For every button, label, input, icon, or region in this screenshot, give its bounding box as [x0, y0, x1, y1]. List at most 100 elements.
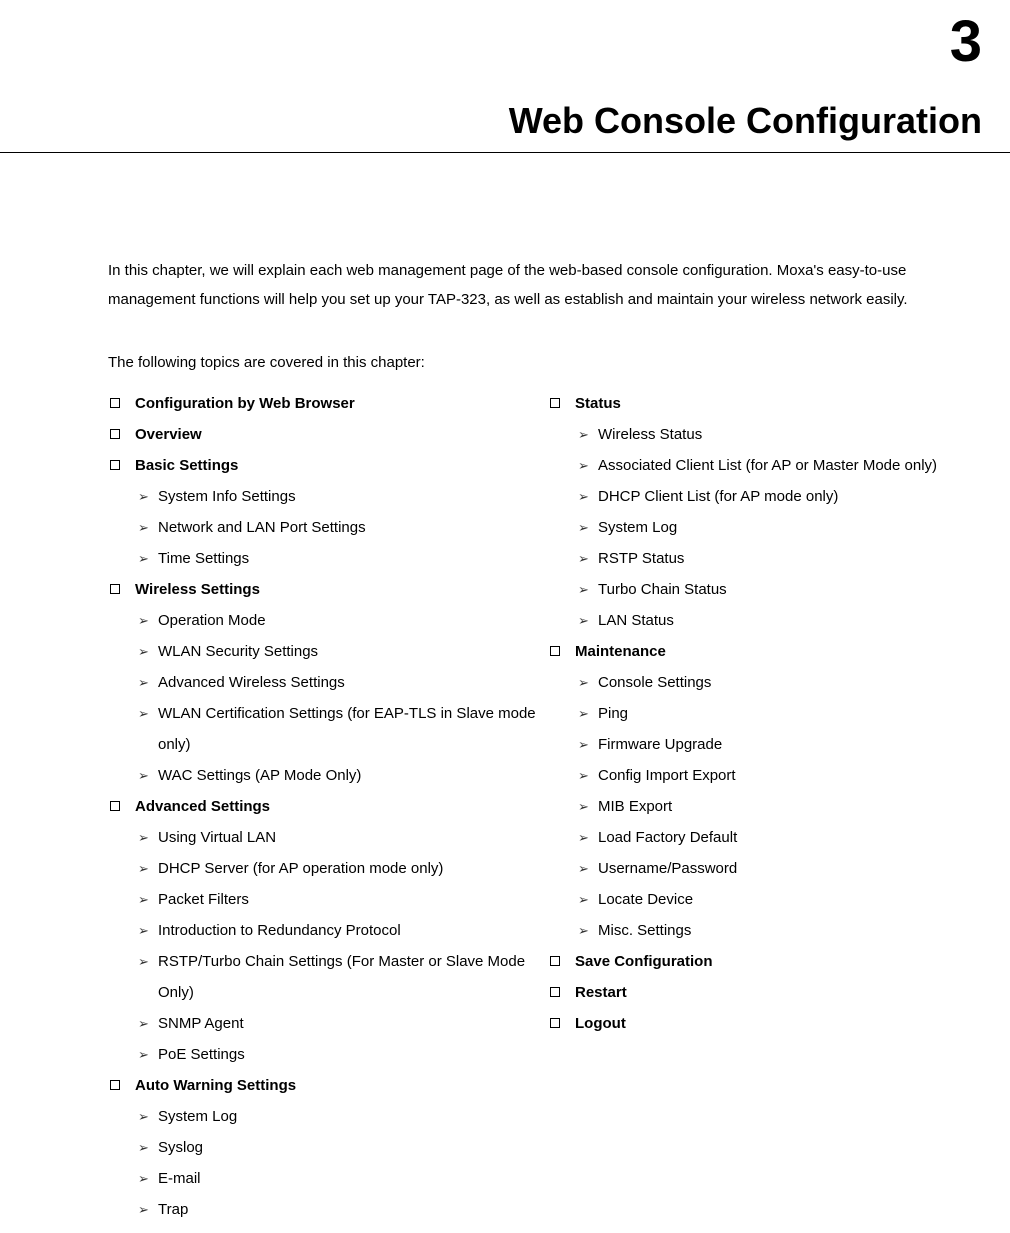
- toc-subitem-label: Network and LAN Port Settings: [158, 512, 548, 543]
- toc-section-label: Advanced Settings: [135, 791, 270, 822]
- square-bullet-icon: [110, 460, 120, 470]
- toc-subitem: ➢System Log: [548, 512, 988, 543]
- toc-subitem: ➢RSTP Status: [548, 543, 988, 574]
- toc-subitem-label: MIB Export: [598, 791, 988, 822]
- toc-subitem: ➢Network and LAN Port Settings: [108, 512, 548, 543]
- toc-section: Status: [548, 388, 988, 419]
- arrow-bullet-icon: ➢: [578, 605, 596, 636]
- toc-subitem-label: Ping: [598, 698, 988, 729]
- toc-section: Configuration by Web Browser: [108, 388, 548, 419]
- toc-section: Auto Warning Settings: [108, 1070, 548, 1101]
- arrow-bullet-icon: ➢: [138, 667, 156, 698]
- square-bullet-icon: [110, 1080, 120, 1090]
- toc-subitem: ➢RSTP/Turbo Chain Settings (For Master o…: [108, 946, 548, 1008]
- toc-subitem: ➢Time Settings: [108, 543, 548, 574]
- topics-intro: The following topics are covered in this…: [108, 354, 988, 371]
- toc-section: Logout: [548, 1008, 988, 1039]
- toc-subitem: ➢Ping: [548, 698, 988, 729]
- toc-subitem-label: RSTP/Turbo Chain Settings (For Master or…: [158, 946, 548, 1008]
- square-bullet-icon: [550, 987, 560, 997]
- toc-subitem: ➢LAN Status: [548, 605, 988, 636]
- square-bullet-icon: [110, 801, 120, 811]
- toc-subitem-label: Packet Filters: [158, 884, 548, 915]
- toc-subitem: ➢Load Factory Default: [548, 822, 988, 853]
- toc-section: Advanced Settings: [108, 791, 548, 822]
- toc-subitem-label: Syslog: [158, 1132, 548, 1163]
- toc-section: Wireless Settings: [108, 574, 548, 605]
- title-rule: [0, 152, 1010, 153]
- arrow-bullet-icon: ➢: [578, 667, 596, 698]
- arrow-bullet-icon: ➢: [138, 698, 156, 729]
- toc-subitem-label: WLAN Certification Settings (for EAP-TLS…: [158, 698, 548, 760]
- toc-subitem-label: Firmware Upgrade: [598, 729, 988, 760]
- toc-section-label: Status: [575, 388, 621, 419]
- arrow-bullet-icon: ➢: [138, 481, 156, 512]
- toc-section: Restart: [548, 977, 988, 1008]
- toc-subitem: ➢DHCP Client List (for AP mode only): [548, 481, 988, 512]
- square-bullet-icon: [110, 584, 120, 594]
- toc-section: Overview: [108, 419, 548, 450]
- toc-subitem-label: RSTP Status: [598, 543, 988, 574]
- square-bullet-icon: [110, 398, 120, 408]
- toc-subitem: ➢Console Settings: [548, 667, 988, 698]
- toc-subitem: ➢Locate Device: [548, 884, 988, 915]
- square-bullet-icon: [110, 429, 120, 439]
- toc-subitem-label: Trap: [158, 1194, 548, 1225]
- toc-subitem: ➢WAC Settings (AP Mode Only): [108, 760, 548, 791]
- arrow-bullet-icon: ➢: [578, 543, 596, 574]
- arrow-bullet-icon: ➢: [578, 450, 596, 481]
- toc-subitem-label: System Log: [598, 512, 988, 543]
- toc-subitem-label: LAN Status: [598, 605, 988, 636]
- toc-subitem: ➢Config Import Export: [548, 760, 988, 791]
- toc-subitem-label: Introduction to Redundancy Protocol: [158, 915, 548, 946]
- arrow-bullet-icon: ➢: [138, 636, 156, 667]
- toc-subitem: ➢Advanced Wireless Settings: [108, 667, 548, 698]
- toc-subitem: ➢Using Virtual LAN: [108, 822, 548, 853]
- toc-subitem-label: WAC Settings (AP Mode Only): [158, 760, 548, 791]
- arrow-bullet-icon: ➢: [138, 1194, 156, 1225]
- toc-subitem: ➢PoE Settings: [108, 1039, 548, 1070]
- toc-subitem-label: Console Settings: [598, 667, 988, 698]
- arrow-bullet-icon: ➢: [578, 512, 596, 543]
- arrow-bullet-icon: ➢: [578, 915, 596, 946]
- square-bullet-icon: [550, 956, 560, 966]
- toc-section-label: Maintenance: [575, 636, 666, 667]
- toc-section: Save Configuration: [548, 946, 988, 977]
- toc-section-label: Basic Settings: [135, 450, 238, 481]
- toc-subitem: ➢DHCP Server (for AP operation mode only…: [108, 853, 548, 884]
- toc-section-label: Wireless Settings: [135, 574, 260, 605]
- toc-subitem-label: Misc. Settings: [598, 915, 988, 946]
- toc-subitem-label: DHCP Server (for AP operation mode only): [158, 853, 548, 884]
- arrow-bullet-icon: ➢: [578, 791, 596, 822]
- toc-subitem: ➢Packet Filters: [108, 884, 548, 915]
- intro-paragraph: In this chapter, we will explain each we…: [108, 256, 988, 314]
- toc-subitem: ➢MIB Export: [548, 791, 988, 822]
- arrow-bullet-icon: ➢: [578, 853, 596, 884]
- toc-subitem: ➢Trap: [108, 1194, 548, 1225]
- chapter-number: 3: [950, 8, 982, 75]
- toc-subitem: ➢SNMP Agent: [108, 1008, 548, 1039]
- toc-subitem: ➢E-mail: [108, 1163, 548, 1194]
- toc-subitem-label: Advanced Wireless Settings: [158, 667, 548, 698]
- toc-subitem: ➢Turbo Chain Status: [548, 574, 988, 605]
- toc-subitem-label: Turbo Chain Status: [598, 574, 988, 605]
- toc-subitem-label: Using Virtual LAN: [158, 822, 548, 853]
- toc-section-label: Overview: [135, 419, 202, 450]
- arrow-bullet-icon: ➢: [138, 853, 156, 884]
- arrow-bullet-icon: ➢: [138, 1008, 156, 1039]
- toc-subitem: ➢Wireless Status: [548, 419, 988, 450]
- arrow-bullet-icon: ➢: [578, 419, 596, 450]
- toc-right-column: Status➢Wireless Status➢Associated Client…: [548, 388, 988, 1225]
- toc-left-column: Configuration by Web BrowserOverviewBasi…: [108, 388, 548, 1225]
- arrow-bullet-icon: ➢: [138, 605, 156, 636]
- toc-subitem-label: System Info Settings: [158, 481, 548, 512]
- toc-subitem: ➢Introduction to Redundancy Protocol: [108, 915, 548, 946]
- arrow-bullet-icon: ➢: [138, 884, 156, 915]
- toc-subitem-label: Config Import Export: [598, 760, 988, 791]
- toc-subitem-label: DHCP Client List (for AP mode only): [598, 481, 988, 512]
- square-bullet-icon: [550, 398, 560, 408]
- toc-subitem: ➢System Info Settings: [108, 481, 548, 512]
- arrow-bullet-icon: ➢: [138, 1163, 156, 1194]
- toc-columns: Configuration by Web BrowserOverviewBasi…: [108, 388, 988, 1225]
- arrow-bullet-icon: ➢: [138, 1039, 156, 1070]
